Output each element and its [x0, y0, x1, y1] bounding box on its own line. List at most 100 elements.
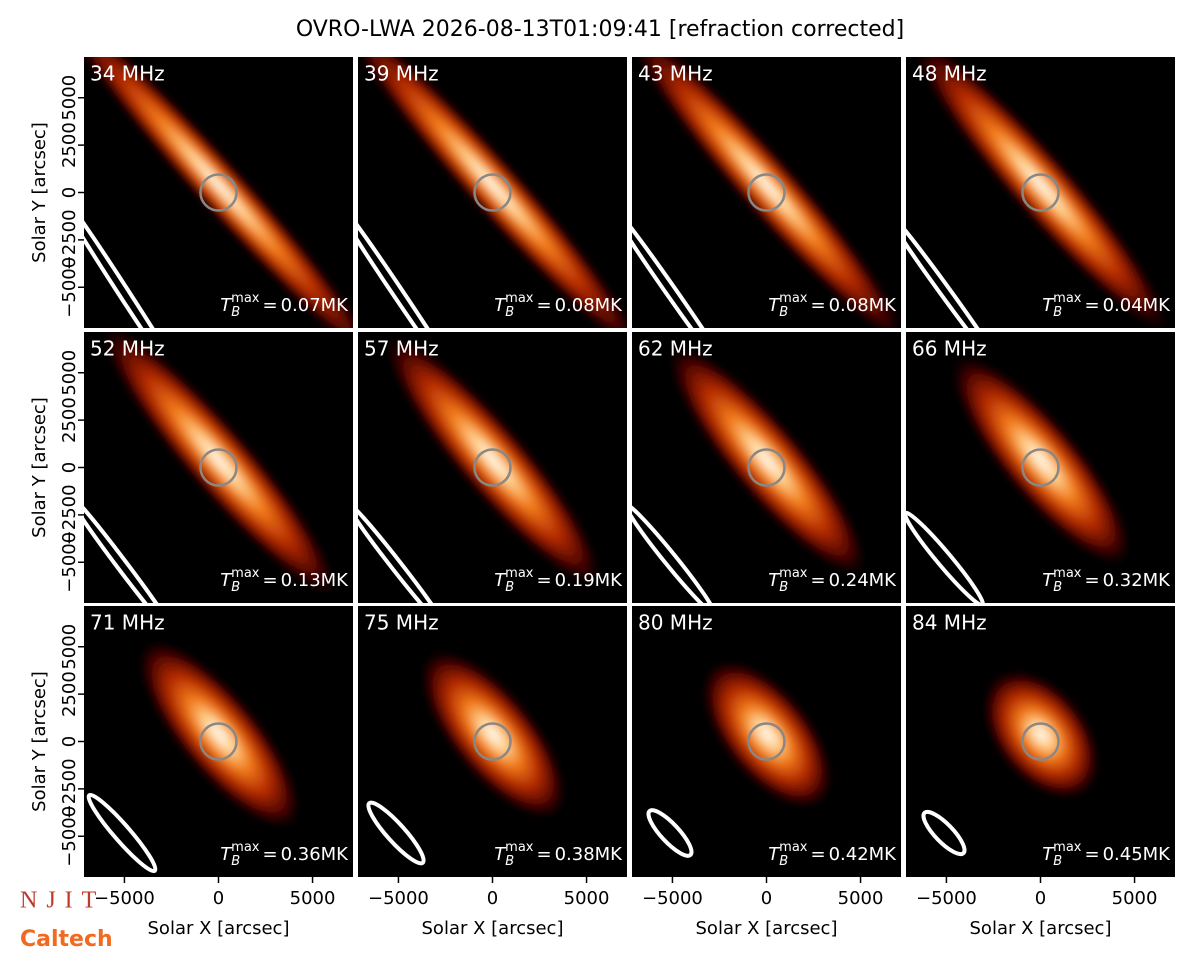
- solar-disk: [473, 722, 512, 761]
- panel: 66 MHz TBmax = 0.32MK: [906, 332, 1175, 603]
- tb-max-part: T: [220, 570, 233, 591]
- tb-max-part: =: [1084, 570, 1099, 591]
- solar-disk: [199, 722, 238, 761]
- tb-max-part: B: [1053, 854, 1062, 869]
- emission: [910, 57, 1172, 328]
- tb-max-part: 0.07MK: [281, 295, 350, 316]
- panel: 48 MHz TBmax = 0.04MK: [906, 57, 1175, 328]
- emission: [632, 57, 901, 328]
- emission: [666, 343, 868, 578]
- panel: 43 MHz TBmax = 0.08MK: [632, 57, 901, 328]
- frequency-label: 52 MHz: [90, 337, 165, 361]
- solar-disk: [473, 173, 512, 212]
- beam: [358, 188, 466, 328]
- tb-max-part: T: [1042, 295, 1055, 316]
- tb-max-part: 0.45MK: [1103, 844, 1172, 865]
- panel: 75 MHz TBmax = 0.38MK: [358, 606, 627, 877]
- tb-max-part: =: [810, 295, 825, 316]
- beam: [86, 792, 158, 874]
- tb-max-part: B: [779, 305, 788, 320]
- logo: NJIT: [20, 888, 105, 914]
- emission: [84, 57, 353, 328]
- tb-max-part: B: [1053, 305, 1062, 320]
- tb-max-part: =: [810, 570, 825, 591]
- y-tick-label: 0: [59, 187, 80, 198]
- tb-max-part: =: [810, 844, 825, 865]
- tb-max-part: B: [231, 580, 240, 595]
- tb-max-label: TBmax = 0.36MK: [220, 840, 349, 869]
- emission: [701, 659, 834, 810]
- tb-max-part: T: [220, 844, 233, 865]
- tb-max-part: 0.24MK: [829, 570, 898, 591]
- tb-max-part: B: [779, 854, 788, 869]
- x-tick-label: −5000: [368, 888, 429, 909]
- tb-max-part: 0.32MK: [1103, 570, 1172, 591]
- tb-max-label: TBmax = 0.45MK: [1042, 840, 1171, 869]
- y-axis-label: Solar Y [arcsec]: [29, 671, 50, 812]
- tb-max-part: max: [1053, 840, 1082, 855]
- tb-max-part: T: [1042, 844, 1055, 865]
- tb-max-part: max: [505, 566, 534, 581]
- tb-max-part: B: [779, 580, 788, 595]
- tb-max-part: 0.19MK: [555, 570, 624, 591]
- solar-disk: [1021, 173, 1060, 212]
- panel: 57 MHz TBmax = 0.19MK: [358, 332, 627, 603]
- y-tick-label: 2500: [59, 122, 80, 168]
- beam: [906, 510, 985, 603]
- x-tick-label: 0: [213, 888, 224, 909]
- tb-max-label: TBmax = 0.24MK: [768, 566, 897, 595]
- frequency-label: 43 MHz: [638, 62, 713, 86]
- frequency-label: 71 MHz: [90, 611, 165, 635]
- tb-max-part: max: [231, 840, 260, 855]
- tb-max-label: TBmax = 0.42MK: [768, 840, 897, 869]
- y-tick-label: 2500: [59, 671, 80, 717]
- tb-max-part: 0.08MK: [555, 295, 624, 316]
- x-tick-label: −5000: [94, 888, 155, 909]
- tb-max-part: B: [1053, 580, 1062, 595]
- tb-max-label: TBmax = 0.08MK: [768, 291, 897, 320]
- tb-max-label: TBmax = 0.04MK: [1042, 291, 1171, 320]
- tb-max-label: TBmax = 0.08MK: [494, 291, 623, 320]
- tb-max-part: B: [505, 854, 514, 869]
- frequency-label: 75 MHz: [364, 611, 439, 635]
- logo: Caltech: [20, 927, 113, 952]
- emission: [98, 332, 340, 599]
- x-tick-label: −5000: [916, 888, 977, 909]
- tb-max-label: TBmax = 0.38MK: [494, 840, 623, 869]
- solar-disk: [199, 173, 238, 212]
- frequency-label: 39 MHz: [364, 62, 439, 86]
- tb-max-part: =: [262, 570, 277, 591]
- x-tick-label: 5000: [838, 888, 884, 909]
- tb-max-part: 0.04MK: [1103, 295, 1172, 316]
- solar-disk: [199, 448, 238, 487]
- beam: [906, 207, 1005, 328]
- tb-max-part: T: [220, 295, 233, 316]
- y-tick-label: 0: [59, 462, 80, 473]
- tb-max-part: T: [768, 844, 781, 865]
- solar-disk: [747, 448, 786, 487]
- y-tick-label: −5000: [59, 806, 80, 867]
- tb-max-part: max: [231, 291, 260, 306]
- panel: 71 MHz TBmax = 0.36MK: [84, 606, 353, 877]
- beam: [921, 809, 967, 857]
- tb-max-part: T: [494, 295, 507, 316]
- tb-max-part: T: [768, 570, 781, 591]
- y-tick-label: −2500: [59, 758, 80, 819]
- frequency-label: 48 MHz: [912, 62, 987, 86]
- emission: [419, 648, 568, 820]
- y-tick-label: −2500: [59, 484, 80, 545]
- y-axis-label: Solar Y [arcsec]: [29, 122, 50, 263]
- y-axis-label: Solar Y [arcsec]: [29, 397, 50, 538]
- x-tick-label: −5000: [642, 888, 703, 909]
- tb-max-part: T: [768, 295, 781, 316]
- panel: 62 MHz TBmax = 0.24MK: [632, 332, 901, 603]
- beam: [358, 499, 448, 603]
- beam: [632, 197, 736, 328]
- x-tick-label: 5000: [564, 888, 610, 909]
- frequency-label: 80 MHz: [638, 611, 713, 635]
- tb-max-part: max: [1053, 566, 1082, 581]
- x-tick-label: 0: [1035, 888, 1046, 909]
- y-tick-label: −5000: [59, 257, 80, 318]
- beam: [632, 502, 717, 603]
- beam: [646, 808, 694, 858]
